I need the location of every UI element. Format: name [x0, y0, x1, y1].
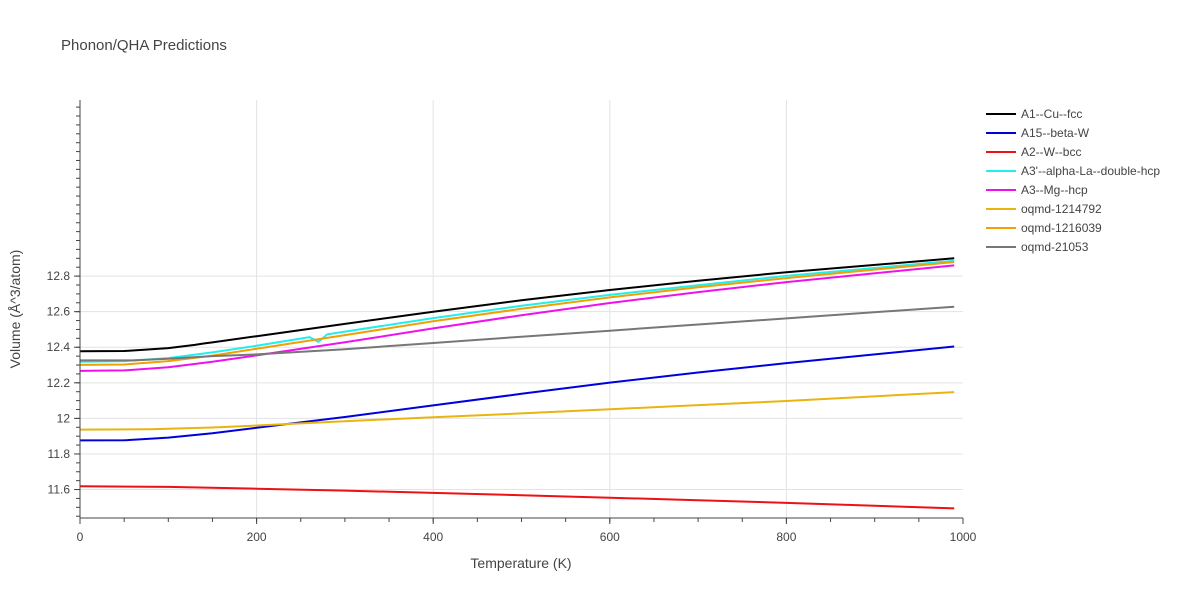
legend-label-0: A1--Cu--fcc: [1021, 107, 1082, 121]
series-group: [79, 257, 955, 510]
grid: [80, 100, 963, 518]
series-line-3: [79, 259, 955, 363]
legend-label-4: A3--Mg--hcp: [1021, 183, 1088, 197]
series-line-5: [79, 391, 955, 431]
y-tick-label: 12.6: [47, 305, 71, 319]
x-axis-title: Temperature (K): [470, 555, 571, 571]
x-tick-label: 600: [600, 530, 620, 544]
series-line-0: [79, 257, 955, 353]
series-line-7: [80, 305, 955, 362]
legend-label-1: A15--beta-W: [1021, 126, 1090, 140]
x-tick-label: 0: [77, 530, 84, 544]
chart-title: Phonon/QHA Predictions: [61, 37, 227, 54]
y-tick-label: 12.4: [47, 340, 71, 354]
axes: 0 200 400 600 800 1000 11.6 11.8 12 12.2 12.4 12.6 1…: [47, 100, 977, 544]
series-line-4: [79, 264, 955, 372]
legend-label-7: oqmd-21053: [1021, 240, 1089, 254]
series-line-2: [79, 485, 955, 510]
legend: A1--Cu--fcc A15--beta-W A2--W--bcc A3'--alp…: [986, 107, 1160, 254]
legend-label-2: A2--W--bcc: [1021, 145, 1081, 159]
y-tick-label: 11.8: [48, 447, 71, 461]
x-tick-label: 200: [247, 530, 267, 544]
x-tick-label: 800: [776, 530, 796, 544]
series-line-1: [79, 345, 955, 442]
legend-label-5: oqmd-1214792: [1021, 202, 1102, 216]
legend-label-6: oqmd-1216039: [1021, 221, 1102, 235]
legend-label-3: A3'--alpha-La--double-hcp: [1021, 164, 1160, 178]
y-tick-label: 12.8: [47, 269, 71, 283]
y-tick-label: 12: [57, 411, 71, 425]
y-axis-title: Volume (Å^3/atom): [7, 250, 23, 369]
y-tick-label: 12.2: [47, 376, 71, 390]
series-line-6: [79, 261, 955, 366]
x-tick-label: 1000: [950, 530, 977, 544]
x-tick-label: 400: [423, 530, 443, 544]
y-tick-label: 11.6: [48, 483, 71, 497]
